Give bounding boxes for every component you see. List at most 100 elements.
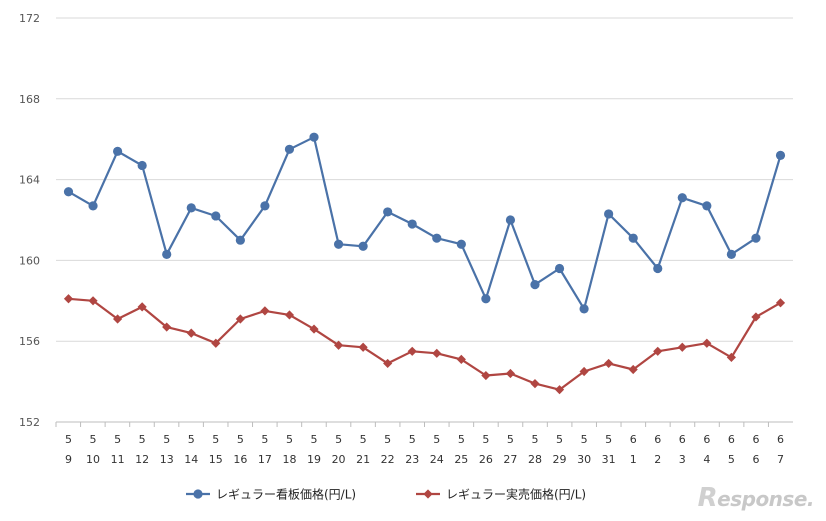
data-point [456, 354, 466, 364]
x-tick-month: 5 [188, 433, 195, 446]
x-tick-day: 23 [405, 453, 419, 466]
x-tick-month: 6 [752, 433, 759, 446]
data-point [211, 338, 221, 348]
data-point [333, 239, 344, 249]
x-tick-day: 27 [503, 453, 517, 466]
x-tick-month: 5 [384, 433, 391, 446]
x-tick-month: 5 [409, 433, 416, 446]
data-point [88, 201, 98, 211]
data-point [505, 368, 516, 379]
data-point [456, 239, 466, 249]
data-point [137, 160, 147, 171]
data-point [260, 306, 270, 316]
x-tick-day: 22 [381, 453, 395, 466]
data-point [211, 211, 221, 221]
data-point [358, 342, 368, 352]
data-point [235, 314, 245, 324]
data-point [63, 294, 74, 304]
x-tick-month: 5 [212, 433, 219, 446]
x-tick-month: 5 [507, 433, 514, 446]
x-tick-month: 5 [433, 433, 440, 446]
x-tick-day: 30 [577, 453, 591, 466]
legend-label: レギュラー看板価格(円/L) [216, 487, 356, 502]
data-point [235, 235, 245, 245]
data-point [162, 249, 172, 259]
data-point [358, 241, 368, 251]
x-tick-month: 5 [261, 433, 268, 446]
data-point [775, 150, 786, 160]
data-point [63, 187, 74, 197]
data-point [604, 358, 614, 369]
data-point [677, 193, 687, 203]
x-tick-day: 4 [703, 453, 710, 466]
x-tick-day: 31 [602, 453, 616, 466]
x-tick-month: 6 [630, 433, 637, 446]
data-point [432, 348, 442, 358]
x-tick-day: 19 [307, 453, 321, 466]
x-tick-day: 2 [654, 453, 661, 466]
data-point [579, 304, 589, 314]
y-axis-ticks: 152 156 160 164 168 172 [19, 12, 40, 429]
data-point [653, 263, 663, 274]
data-point [113, 146, 123, 156]
y-tick-label: 156 [19, 335, 40, 348]
x-tick-day: 29 [553, 453, 567, 466]
data-point [284, 144, 295, 154]
x-tick-month: 5 [605, 433, 612, 446]
x-tick-day: 26 [479, 453, 493, 466]
data-point [383, 207, 393, 217]
data-point [751, 312, 761, 322]
data-point [186, 328, 196, 338]
x-tick-day: 7 [777, 453, 784, 466]
data-point [407, 346, 417, 356]
data-point [309, 132, 319, 142]
data-point [677, 342, 687, 352]
data-point [481, 294, 491, 304]
data-point [628, 233, 638, 243]
x-tick-month: 5 [335, 433, 342, 446]
x-tick-month: 5 [311, 433, 318, 446]
x-tick-month: 6 [728, 433, 735, 446]
data-point [260, 201, 270, 211]
legend-label: レギュラー実売価格(円/L) [446, 487, 586, 502]
x-tick-month: 6 [679, 433, 686, 446]
data-point [775, 298, 786, 308]
data-point [383, 358, 393, 369]
data-point [186, 203, 196, 213]
data-point [284, 310, 295, 320]
x-tick-month: 5 [286, 433, 293, 446]
x-tick-day: 18 [282, 453, 296, 466]
x-tick-day: 9 [65, 453, 72, 466]
legend-marker [423, 489, 433, 499]
data-point [604, 209, 614, 219]
data-point [702, 201, 712, 211]
x-tick-day: 20 [332, 453, 346, 466]
data-point [481, 370, 491, 381]
x-tick-month: 5 [90, 433, 97, 446]
x-tick-day: 14 [184, 453, 198, 466]
data-point [407, 219, 417, 229]
x-tick-month: 5 [581, 433, 588, 446]
legend: レギュラー看板価格(円/L) レギュラー実売価格(円/L) [186, 487, 586, 502]
data-point [554, 385, 565, 395]
y-tick-label: 152 [19, 416, 40, 429]
response-watermark: Response. [697, 483, 815, 513]
x-tick-month: 5 [237, 433, 244, 446]
x-axis-ticks: 5951051151251351451551651751851952052152… [55, 422, 784, 466]
y-tick-label: 168 [19, 93, 40, 106]
x-tick-month: 5 [163, 433, 170, 446]
data-point [137, 302, 147, 312]
x-tick-month: 5 [360, 433, 367, 446]
x-tick-day: 10 [86, 453, 100, 466]
y-tick-label: 160 [19, 254, 40, 267]
legend-marker [193, 489, 203, 499]
x-tick-day: 3 [679, 453, 686, 466]
data-point [309, 324, 319, 334]
data-point [505, 215, 516, 225]
data-point [113, 314, 123, 324]
data-point [726, 352, 736, 362]
x-tick-day: 6 [752, 453, 759, 466]
data-point [653, 346, 663, 356]
x-tick-day: 11 [111, 453, 125, 466]
